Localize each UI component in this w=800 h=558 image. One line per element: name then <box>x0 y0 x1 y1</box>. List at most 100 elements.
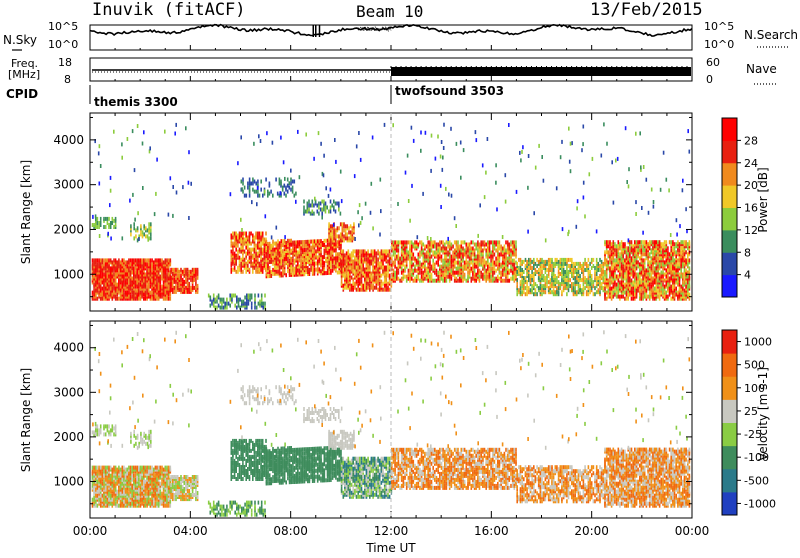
power-echo-cell <box>216 300 218 304</box>
power-echo-cell <box>442 245 444 249</box>
power-echo-cell <box>536 264 538 268</box>
power-echo-cell <box>439 253 441 257</box>
power-echo-cell <box>97 262 99 266</box>
power-echo-cell <box>651 266 653 270</box>
power-echo-cell <box>131 266 133 270</box>
power-echo-cell <box>484 275 486 279</box>
power-echo-cell <box>667 295 669 299</box>
power-echo-cell <box>525 258 527 262</box>
power-echo-cell <box>408 257 410 261</box>
power-echo-cell <box>285 273 287 277</box>
power-echo-cell <box>249 294 251 298</box>
power-echo-cell <box>564 258 566 262</box>
power-echo-cell <box>312 262 314 266</box>
power-echo-cell <box>611 287 613 291</box>
power-echo-cell <box>404 255 406 259</box>
power-echo-cell <box>409 265 411 269</box>
power-echo-cell <box>606 275 608 279</box>
power-echo-cell <box>563 258 565 262</box>
power-echo-cell <box>632 266 634 270</box>
power-echo-cell <box>396 249 398 253</box>
power-echo-cell <box>177 286 179 290</box>
power-echo-cell <box>495 277 497 281</box>
power-echo-cell <box>456 261 458 265</box>
power-echo-cell <box>514 240 516 244</box>
power-echo-cell <box>495 261 497 265</box>
power-echo-cell <box>97 217 99 221</box>
power-echo-cell <box>571 268 573 272</box>
power-echo-cell <box>247 252 249 256</box>
power-echo-cell <box>252 248 254 252</box>
power-echo-cell <box>526 260 528 264</box>
power-echo-cell <box>366 251 368 255</box>
power-echo-cell <box>516 292 518 296</box>
power-echo-cell <box>616 295 618 299</box>
power-echo-cell <box>466 255 468 259</box>
power-echo-cell <box>128 281 130 285</box>
power-echo-cell <box>133 258 135 262</box>
power-echo-cell <box>135 266 137 270</box>
power-echo-cell <box>254 236 256 240</box>
power-echo-cell <box>172 282 174 286</box>
power-echo-cell <box>377 249 379 253</box>
power-echo-cell <box>310 266 312 270</box>
power-echo-cell <box>285 245 287 249</box>
power-echo-cell <box>629 287 631 291</box>
power-echo-cell <box>545 270 547 274</box>
power-echo-cell <box>632 275 634 279</box>
power-echo-cell <box>515 240 517 244</box>
power-echo-cell <box>100 258 102 262</box>
power-echo-cell <box>348 280 350 284</box>
power-echo-cell <box>367 282 369 286</box>
power-echo-cell <box>195 286 197 290</box>
power-echo-cell <box>367 249 369 253</box>
power-echo-cell <box>399 240 401 244</box>
power-echo-cell <box>573 262 575 266</box>
power-echo-cell <box>276 266 278 270</box>
power-echo-cell <box>627 275 629 279</box>
power-echo-cell <box>342 222 344 226</box>
power-echo-cell <box>456 277 458 281</box>
power-echo-cell <box>578 270 580 274</box>
power-echo-cell <box>649 260 651 264</box>
power-echo-cell <box>631 246 633 250</box>
power-echo-cell <box>145 234 147 238</box>
power-echo-cell <box>651 273 653 277</box>
power-echo-cell <box>254 298 256 302</box>
power-echo-cell <box>588 286 590 290</box>
power-echo-cell <box>234 242 236 246</box>
power-echo-cell <box>469 243 471 247</box>
power-echo-cell <box>467 255 469 259</box>
power-echo-cell <box>245 266 247 270</box>
power-echo-cell <box>535 262 537 266</box>
power-echo-cell <box>113 291 115 295</box>
power-echo-cell <box>449 240 451 244</box>
power-echo-cell <box>631 256 633 260</box>
power-echo-cell <box>490 240 492 244</box>
power-echo-cell <box>269 260 271 264</box>
power-echo-cell <box>646 240 648 244</box>
power-echo-cell <box>499 277 501 281</box>
power-echo-cell <box>639 248 641 252</box>
power-echo-cell <box>523 270 525 274</box>
power-echo-cell <box>123 293 125 297</box>
power-echo-cell <box>641 271 643 275</box>
power-echo-cell <box>208 294 210 298</box>
power-echo-cell <box>561 268 563 272</box>
power-echo-cell <box>413 243 415 247</box>
power-echo-cell <box>382 282 384 286</box>
power-echo-cell <box>245 246 247 250</box>
power-echo-cell <box>548 272 550 276</box>
power-echo-cell <box>485 261 487 265</box>
power-echo-cell <box>661 271 663 275</box>
power-echo-cell <box>609 250 611 254</box>
power-echo-cell <box>432 279 434 283</box>
power-echo-cell <box>382 249 384 253</box>
noise-tick-right-top: 10^5 <box>704 20 734 33</box>
power-echo-cell <box>347 224 349 228</box>
power-echo-cell <box>292 259 294 263</box>
power-echo-cell <box>352 266 354 270</box>
power-echo-cell <box>352 230 354 234</box>
power-echo-cell <box>480 240 482 244</box>
power-echo-cell <box>510 240 512 244</box>
